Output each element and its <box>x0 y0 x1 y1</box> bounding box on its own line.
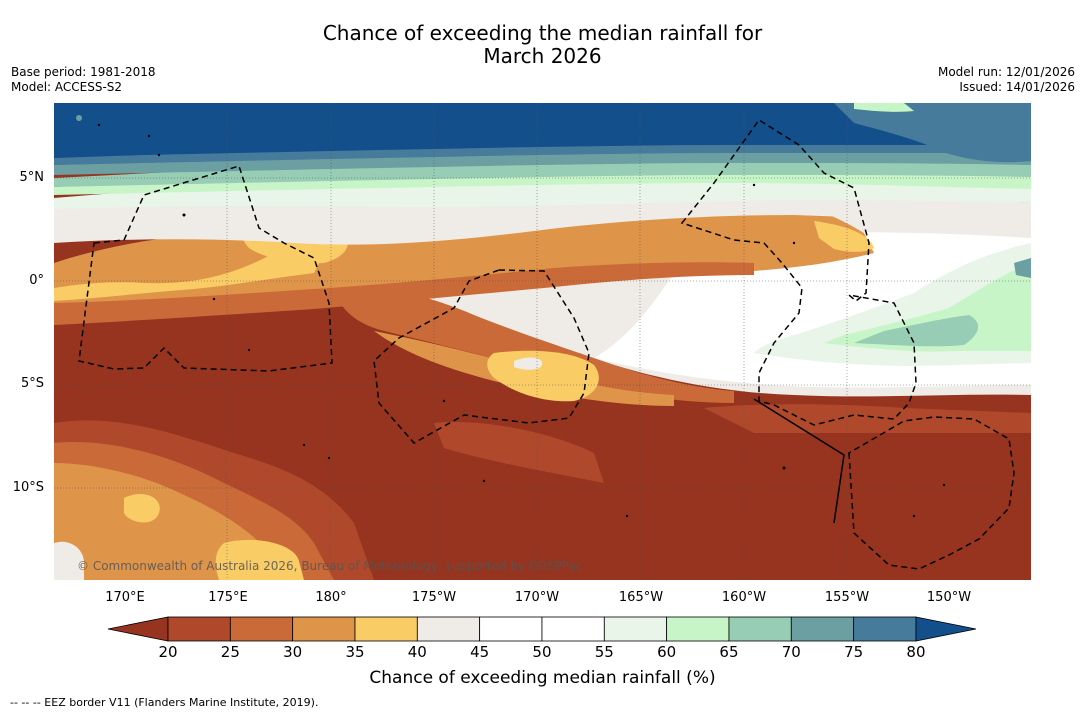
lon-label-155w: 155°W <box>824 590 870 605</box>
colorbar-box-45-50 <box>479 616 543 642</box>
colorbar-tick-60: 60 <box>657 643 677 661</box>
south-patch-2 <box>215 539 304 580</box>
lon-label-175e: 175°E <box>208 590 248 605</box>
colorbar-tick-30: 30 <box>283 643 303 661</box>
colorbar-tick-40: 40 <box>407 643 427 661</box>
lon-label-150w: 150°W <box>926 590 972 605</box>
colorbar-box-25-30 <box>229 616 294 642</box>
colorbar-box-65-70 <box>728 616 792 642</box>
colorbar-box-55-60 <box>603 616 668 642</box>
colorbar-box-30-35 <box>292 616 356 642</box>
north-band-40c <box>814 221 874 252</box>
lon-label-160w: 160°W <box>721 590 767 605</box>
colorbar-label: Chance of exceeding median rainfall (%) <box>369 668 716 688</box>
colorbar-box-60-65 <box>666 616 730 642</box>
colorbar-tick-70: 70 <box>781 643 801 661</box>
tongue-core <box>514 357 543 370</box>
wet-band-green-4 <box>1014 258 1031 278</box>
copyright-notice: © Commonwealth of Australia 2026, Bureau… <box>77 559 583 573</box>
south-patch-1 <box>124 493 160 523</box>
colorbar-tick-25: 25 <box>220 643 240 661</box>
colorbar-box-70-75 <box>790 616 855 642</box>
colorbar-tick-80: 80 <box>906 643 926 661</box>
colorbar-tick-45: 45 <box>470 643 490 661</box>
lon-label-165w: 165°W <box>618 590 664 605</box>
colorbar-tick-75: 75 <box>844 643 864 661</box>
lat-label-5n: 5°N <box>19 170 45 185</box>
colorbar-box-40-45 <box>416 616 481 642</box>
lon-label-170e: 170°E <box>105 590 145 605</box>
colorbar-box-20-25 <box>167 616 231 642</box>
colorbar-extend-low <box>107 616 169 642</box>
wet-band-green-3 <box>854 315 979 347</box>
eez-border-line-islands <box>680 118 917 426</box>
north-east-lobe-green <box>854 103 914 112</box>
eez-borders <box>78 118 1015 570</box>
north-band-80 <box>54 103 1031 158</box>
wet-band-green-2 <box>824 263 1031 352</box>
lat-label-0: 0° <box>29 273 44 288</box>
south-band-mid <box>434 422 604 483</box>
colorbar-box-50-55 <box>541 616 605 642</box>
north-east-lobe <box>834 103 1031 163</box>
lon-label-175w: 175°W <box>411 590 457 605</box>
lat-label-5s: 5°S <box>20 376 44 391</box>
colorbar-extend-high <box>915 616 977 642</box>
rainfall-map <box>54 103 1031 580</box>
chart-title-line1: Chance of exceeding the median rainfall … <box>322 21 763 45</box>
eez-border-tokelau <box>373 269 590 444</box>
lat-label-10s: 10°S <box>12 480 44 495</box>
north-band-35 <box>54 193 874 313</box>
colorbar-tick-65: 65 <box>719 643 739 661</box>
eez-border-solid <box>753 398 845 524</box>
eez-border-kiribati-west <box>78 165 333 372</box>
model-name: Model: ACCESS-S2 <box>11 80 123 94</box>
lon-label-170w: 170°W <box>514 590 560 605</box>
colorbar-box-35-40 <box>354 616 418 642</box>
colorbar-tick-50: 50 <box>532 643 552 661</box>
south-patch-3 <box>54 541 84 580</box>
colorbar-tick-55: 55 <box>594 643 614 661</box>
lon-label-180: 180° <box>315 590 347 605</box>
issued-date: Issued: 14/01/2026 <box>959 80 1075 94</box>
model-run: Model run: 12/01/2026 <box>937 65 1075 79</box>
islands <box>76 115 946 518</box>
eez-legend-note: -- -- -- EEZ border V11 (Flanders Marine… <box>10 696 319 709</box>
colorbar-tick-35: 35 <box>345 643 365 661</box>
north-band-40 <box>54 244 324 301</box>
chart-title-line2: March 2026 <box>483 44 602 68</box>
gridlines <box>54 103 1031 580</box>
colorbar-tick-20: 20 <box>158 643 178 661</box>
colorbar <box>107 616 977 642</box>
base-period: Base period: 1981-2018 <box>11 65 156 79</box>
colorbar-box-75-80 <box>853 616 917 642</box>
rainfall-map-svg <box>54 103 1031 580</box>
north-band-30 <box>54 262 754 325</box>
